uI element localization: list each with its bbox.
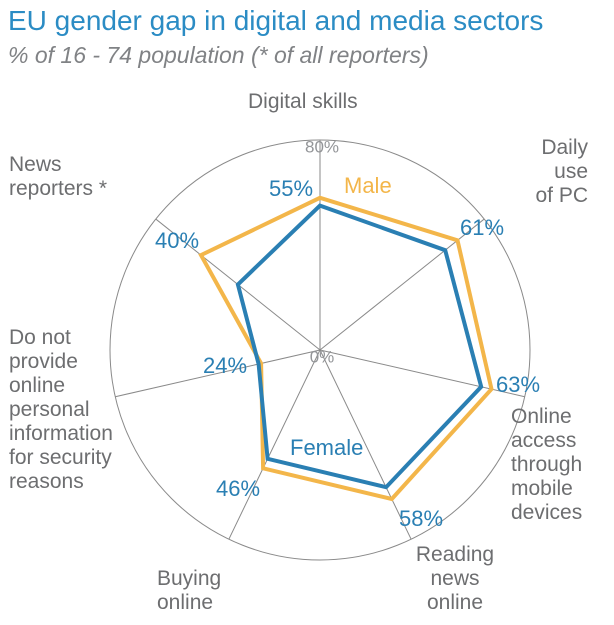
- legend-label: Male: [344, 173, 392, 198]
- r-tick-label: 0%: [310, 347, 335, 366]
- category-label: Digital skills: [248, 90, 358, 113]
- category-label: Do not provide online personal informati…: [9, 326, 113, 493]
- spoke: [115, 349, 321, 398]
- category-label: Online access through mobile devices: [511, 405, 583, 524]
- chart-title: EU gender gap in digital and media secto…: [8, 5, 543, 36]
- value-label: 24%: [203, 353, 247, 378]
- value-label: 55%: [269, 176, 313, 201]
- category-label: News reporters *: [9, 153, 108, 200]
- category-label: Reading news online: [415, 543, 495, 614]
- r-tick-label: 80%: [305, 137, 339, 156]
- spoke: [319, 349, 412, 540]
- chart-subtitle: % of 16 - 74 population (* of all report…: [8, 42, 429, 68]
- category-label: Buying online: [157, 567, 222, 614]
- value-label: 46%: [216, 476, 260, 501]
- spoke: [319, 349, 525, 398]
- value-label: 40%: [155, 228, 199, 253]
- legend-label: Female: [290, 435, 363, 460]
- spoke: [228, 349, 321, 540]
- value-label: 58%: [399, 506, 443, 531]
- category-label: Daily use of PC: [535, 136, 588, 207]
- series-line: [198, 195, 494, 502]
- value-label: 63%: [496, 372, 540, 397]
- value-label: 61%: [460, 215, 504, 240]
- series-line: [235, 203, 484, 490]
